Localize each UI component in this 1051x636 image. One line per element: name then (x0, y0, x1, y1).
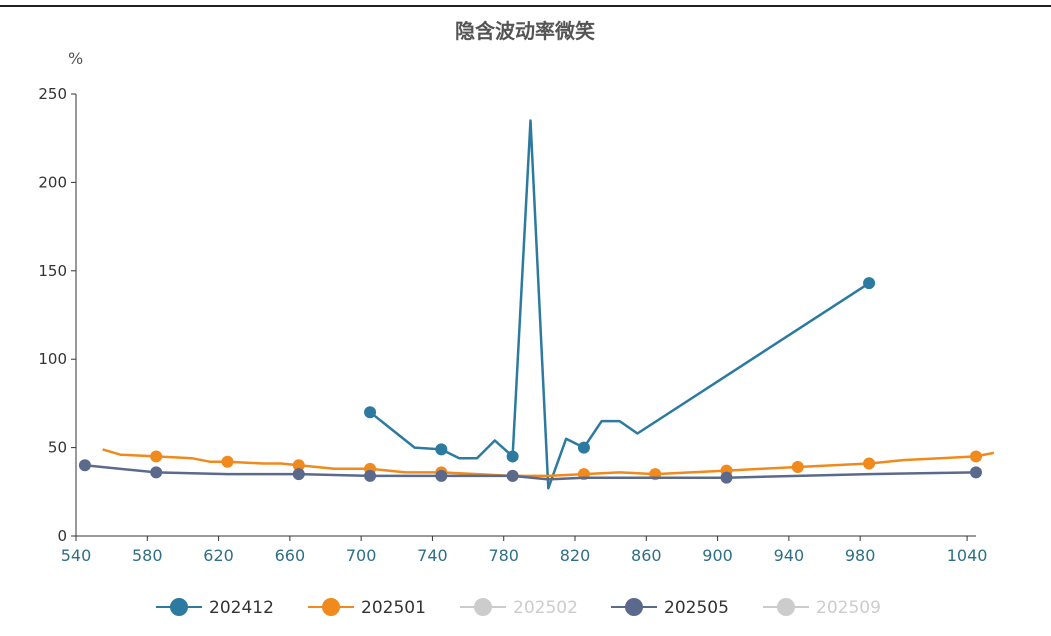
legend-label: 202509 (816, 598, 881, 618)
y-tick-label: 50 (48, 439, 67, 457)
series-line-202505 (84, 464, 977, 481)
x-tick-label: 900 (702, 546, 733, 565)
legend-swatch-dot (777, 598, 795, 616)
data-point-202505[interactable] (292, 468, 305, 481)
chart-title: 隐含波动率微笑 (455, 19, 595, 43)
x-tick-label: 740 (417, 546, 448, 565)
x-tick-label: 540 (61, 546, 92, 565)
y-tick-label: 100 (38, 350, 67, 368)
axes: 0 50 100 150 200 250 540 580 620 660 700 740 780 820 8… (38, 85, 987, 565)
legend-swatch-dot (322, 598, 340, 616)
y-tick-label: 200 (38, 173, 67, 191)
y-tick-label: 0 (57, 527, 67, 545)
x-tick-label: 580 (132, 546, 163, 565)
legend-label: 202412 (209, 598, 274, 618)
series-layer (78, 119, 995, 490)
x-tick-label: 700 (346, 546, 377, 565)
data-point-202505[interactable] (435, 469, 448, 482)
data-point-202412[interactable] (435, 443, 448, 456)
data-point-202505[interactable] (970, 466, 982, 479)
data-point-202501[interactable] (791, 461, 804, 474)
data-point-202412[interactable] (863, 277, 876, 290)
legend-item-202509[interactable]: 202509 (763, 598, 881, 618)
legend-item-202505[interactable]: 202505 (611, 598, 729, 618)
data-point-202501[interactable] (863, 457, 876, 470)
x-tick-label: 940 (774, 546, 805, 565)
legend-swatch-dot (474, 598, 492, 616)
legend-item-202502[interactable]: 202502 (460, 598, 578, 618)
data-point-202505[interactable] (720, 471, 733, 484)
legend-swatch-dot (625, 598, 643, 616)
data-point-202501[interactable] (150, 450, 163, 463)
legend-item-202412[interactable]: 202412 (156, 598, 274, 618)
legend-label: 202501 (361, 598, 426, 618)
series-202505 (78, 459, 982, 484)
data-point-202412[interactable] (506, 450, 519, 463)
data-point-202505[interactable] (78, 459, 91, 472)
series-line-202412 (369, 119, 870, 490)
data-point-202412[interactable] (364, 406, 377, 419)
x-tick-label: 860 (631, 546, 662, 565)
data-point-202501[interactable] (970, 450, 982, 463)
legend-label: 202502 (513, 598, 578, 618)
top-border (0, 5, 1051, 7)
data-point-202501[interactable] (221, 455, 234, 468)
x-tick-label: 1040 (947, 546, 988, 565)
legend-item-202501[interactable]: 202501 (308, 598, 426, 618)
y-tick-label: 250 (38, 85, 67, 103)
x-tick-label: 780 (488, 546, 519, 565)
data-point-202505[interactable] (150, 466, 163, 479)
data-point-202501[interactable] (292, 459, 305, 472)
data-point-202505[interactable] (506, 469, 519, 482)
legend[interactable]: 202412 202501 202502 202505 202509 (156, 598, 881, 618)
x-tick-label: 980 (845, 546, 876, 565)
y-axis-unit: % (68, 49, 83, 68)
data-point-202412[interactable] (577, 441, 590, 454)
y-tick-label: 150 (38, 262, 67, 280)
legend-label: 202505 (664, 598, 729, 618)
x-tick-label: 660 (275, 546, 306, 565)
series-202412 (364, 119, 876, 490)
x-tick-label: 820 (560, 546, 591, 565)
data-point-202505[interactable] (364, 469, 377, 482)
legend-swatch-dot (170, 598, 188, 616)
x-tick-label: 620 (203, 546, 234, 565)
